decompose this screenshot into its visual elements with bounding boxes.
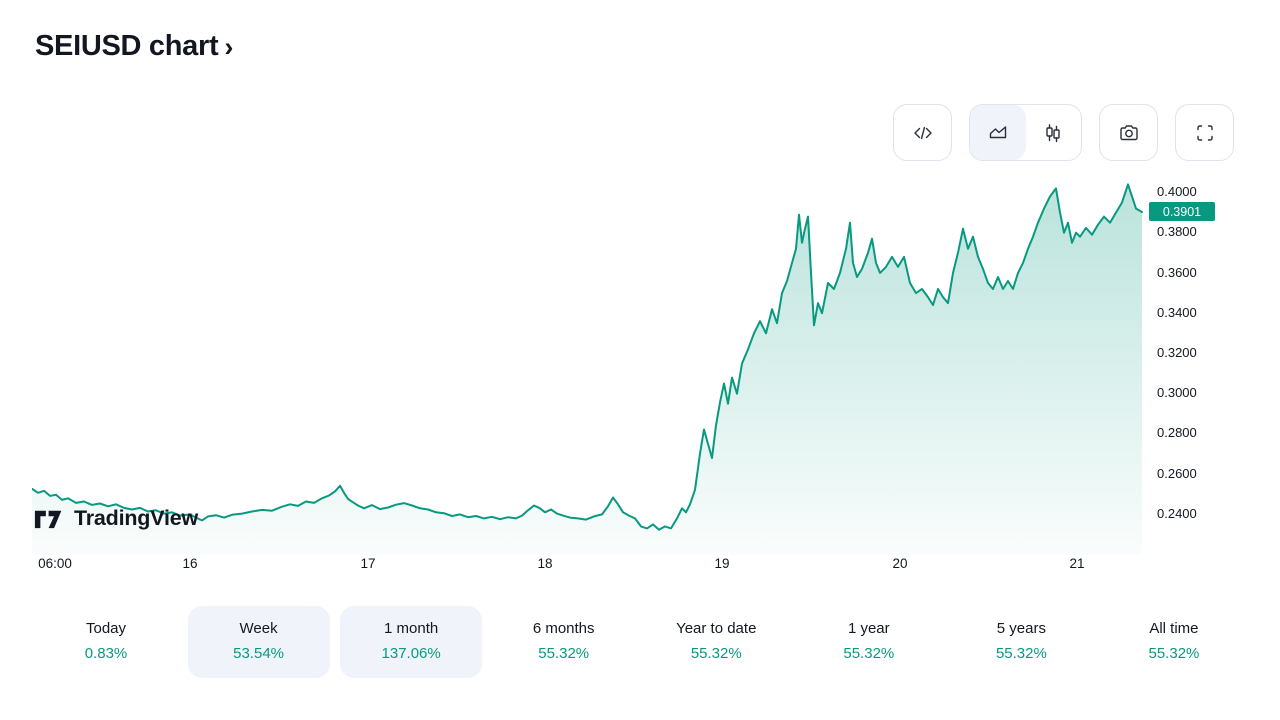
time-axis-label: 16: [182, 556, 198, 571]
tradingview-watermark[interactable]: TradingView: [34, 506, 198, 531]
camera-icon: [1119, 124, 1138, 140]
price-axis-label: 0.2600: [1157, 465, 1197, 481]
range-button-1-year[interactable]: 1 year 55.32%: [798, 606, 940, 678]
time-axis-label: 19: [714, 556, 730, 571]
header: SEIUSD chart ›: [35, 30, 233, 63]
time-axis-label: 21: [1069, 556, 1085, 571]
range-change-value: 137.06%: [381, 645, 441, 662]
chart-type-toggle: [969, 104, 1082, 161]
tradingview-logo-icon: [34, 510, 62, 528]
range-label: 1 month: [384, 620, 439, 637]
code-icon: [913, 126, 932, 139]
range-label: All time: [1149, 620, 1199, 637]
range-change-value: 55.32%: [690, 645, 742, 662]
time-axis-label: 17: [360, 556, 376, 571]
page-title: SEIUSD chart: [35, 30, 219, 62]
range-change-value: 55.32%: [1148, 645, 1200, 662]
range-button-5-years[interactable]: 5 years 55.32%: [950, 606, 1092, 678]
area-chart-type-button[interactable]: [970, 105, 1026, 160]
price-axis-label: 0.3000: [1157, 385, 1197, 401]
range-change-value: 55.32%: [843, 645, 895, 662]
range-change-value: 55.32%: [995, 645, 1047, 662]
price-axis-label: 0.3200: [1157, 345, 1197, 360]
range-change-value: 53.54%: [233, 645, 284, 662]
price-axis-label: 0.2400: [1157, 505, 1197, 521]
area-fill: [32, 184, 1142, 555]
range-label: Year to date: [676, 620, 757, 637]
price-axis-label: 0.3600: [1157, 264, 1197, 280]
price-axis-label: 0.2800: [1157, 425, 1197, 441]
price-axis-label: 0.4000: [1157, 184, 1197, 200]
range-label: Week: [239, 620, 278, 637]
range-button-week[interactable]: Week 53.54%: [187, 606, 330, 678]
range-button-6-months[interactable]: 6 months 55.32%: [493, 606, 635, 678]
price-axis-label: 0.3800: [1157, 224, 1197, 240]
chevron-right-icon[interactable]: ›: [224, 32, 234, 62]
range-label: 5 years: [996, 620, 1046, 637]
fullscreen-button[interactable]: [1175, 104, 1234, 161]
price-axis-label: 0.3400: [1157, 304, 1197, 320]
time-axis: 06:00 16 17 18 19 20 21: [32, 556, 1147, 576]
chart-toolbar: [893, 104, 1234, 161]
fullscreen-icon: [1196, 124, 1213, 141]
range-change-value: 0.83%: [84, 645, 128, 662]
snapshot-button[interactable]: [1099, 104, 1158, 161]
range-button-year-to-date[interactable]: Year to date 55.32%: [645, 606, 787, 678]
candlestick-chart-type-button[interactable]: [1026, 105, 1082, 160]
range-change-value: 55.32%: [538, 645, 590, 662]
candlestick-icon: [1046, 123, 1060, 142]
area-chart-icon: [989, 125, 1006, 138]
price-line: [32, 183, 1143, 531]
range-label: Today: [85, 620, 127, 637]
range-selector: Today 0.83% Week 53.54% 1 month 137.06% 6 mont…: [35, 606, 1245, 678]
time-axis-label: 18: [537, 556, 553, 571]
current-price-badge: 0.3901: [1149, 202, 1215, 222]
time-axis-label: 06:00: [38, 556, 72, 571]
range-button-today[interactable]: Today 0.83%: [35, 606, 177, 678]
watermark-label: TradingView: [74, 506, 199, 530]
price-axis: 0.4000 0.3800 0.3600 0.3400 0.3200 0.3000 0.28…: [1157, 180, 1227, 555]
source-code-button[interactable]: [893, 104, 952, 161]
range-label: 1 year: [847, 620, 890, 637]
range-button-1-month[interactable]: 1 month 137.06%: [340, 606, 483, 678]
range-label: 6 months: [532, 620, 595, 637]
price-badge-layer: 0.3901: [1149, 180, 1221, 555]
price-chart-svg[interactable]: [32, 180, 1147, 555]
time-axis-label: 20: [892, 556, 908, 571]
range-button-all-time[interactable]: All time 55.32%: [1103, 606, 1245, 678]
